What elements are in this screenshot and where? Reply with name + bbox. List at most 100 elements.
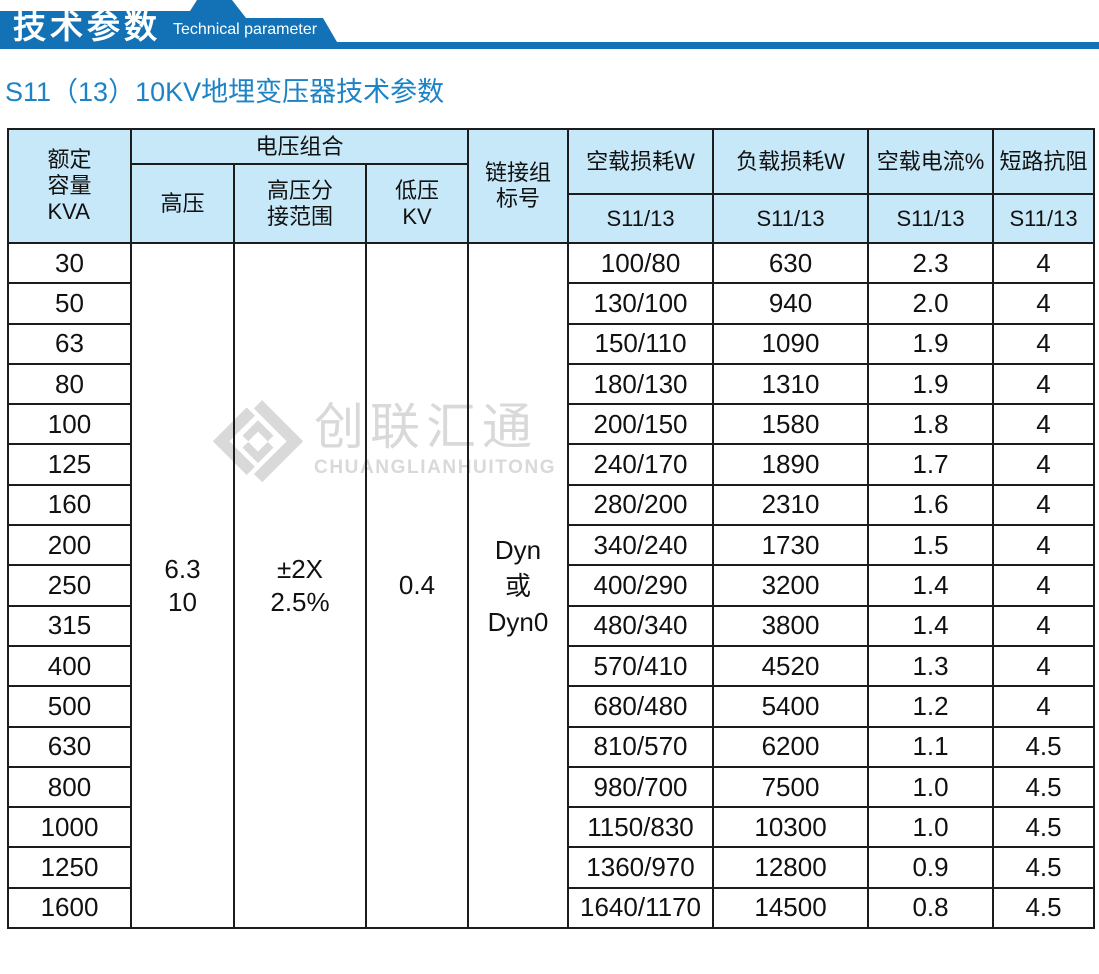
cell-no-load-loss: 400/290 <box>567 564 715 607</box>
cell-capacity: 1600 <box>7 886 132 930</box>
cell-short-impedance: 4 <box>992 403 1096 446</box>
cell-short-impedance: 4 <box>992 362 1096 406</box>
cell-capacity: 800 <box>7 765 132 809</box>
cell-no-load-current: 2.3 <box>867 241 995 285</box>
cell-no-load-current: 1.9 <box>867 362 995 406</box>
table-row: 1250 1360/970 12800 0.9 4.5 <box>7 846 1096 889</box>
cell-load-loss: 14500 <box>712 886 870 930</box>
cell-no-load-current: 1.7 <box>867 443 995 486</box>
table-row: 100 200/150 1580 1.8 4 <box>7 403 1096 446</box>
cell-no-load-loss: 180/130 <box>567 362 715 406</box>
cell-short-impedance: 4 <box>992 322 1096 365</box>
cell-no-load-current: 0.8 <box>867 886 995 930</box>
table-row: 630 810/570 6200 1.1 4.5 <box>7 725 1096 768</box>
cell-short-impedance: 4.5 <box>992 846 1096 889</box>
cell-load-loss: 630 <box>712 241 870 285</box>
cell-load-loss: 7500 <box>712 765 870 809</box>
cell-no-load-current: 1.3 <box>867 644 995 688</box>
cell-short-impedance: 4 <box>992 524 1096 567</box>
table-row: 250 400/290 3200 1.4 4 <box>7 564 1096 607</box>
cell-no-load-loss: 480/340 <box>567 604 715 647</box>
cell-no-load-loss: 280/200 <box>567 483 715 527</box>
cell-capacity: 30 <box>7 241 132 285</box>
cell-no-load-current: 1.0 <box>867 765 995 809</box>
cell-no-load-current: 1.5 <box>867 524 995 567</box>
cell-no-load-loss: 1150/830 <box>567 806 715 849</box>
cell-load-loss: 1310 <box>712 362 870 406</box>
cell-no-load-loss: 200/150 <box>567 403 715 446</box>
header-model-current: S11/13 <box>867 193 995 244</box>
cell-no-load-loss: 240/170 <box>567 443 715 486</box>
banner-subtitle: Technical parameter <box>173 21 318 38</box>
header-model-load: S11/13 <box>712 193 870 244</box>
table-row: 315 480/340 3800 1.4 4 <box>7 604 1096 647</box>
header-vector-group: 链接组 标号 <box>467 128 570 244</box>
header-short-impedance: 短路抗阻 <box>992 128 1096 195</box>
cell-capacity: 100 <box>7 403 132 446</box>
cell-capacity: 63 <box>7 322 132 365</box>
merged-vector-value: Dyn 或 Dyn0 <box>467 241 570 930</box>
table-header: 额定 容量 KVA 电压组合 链接组 标号 空载损耗W 负载损耗W 空载电流% … <box>7 128 1096 244</box>
cell-load-loss: 1890 <box>712 443 870 486</box>
cell-short-impedance: 4.5 <box>992 886 1096 930</box>
cell-load-loss: 3800 <box>712 604 870 647</box>
cell-load-loss: 940 <box>712 282 870 325</box>
cell-capacity: 125 <box>7 443 132 486</box>
table-row: 50 130/100 940 2.0 4 <box>7 282 1096 325</box>
header-voltage-combo: 电压组合 <box>129 128 470 165</box>
header-lv: 低压 KV <box>364 163 470 244</box>
header-model-no-load: S11/13 <box>567 193 715 244</box>
table-row: 400 570/410 4520 1.3 4 <box>7 644 1096 688</box>
header-banner <box>0 0 1099 49</box>
cell-short-impedance: 4 <box>992 604 1096 647</box>
cell-load-loss: 5400 <box>712 685 870 728</box>
header-capacity: 额定 容量 KVA <box>7 128 132 244</box>
cell-capacity: 50 <box>7 282 132 325</box>
cell-short-impedance: 4 <box>992 282 1096 325</box>
table-row: 1000 1150/830 10300 1.0 4.5 <box>7 806 1096 849</box>
cell-capacity: 315 <box>7 604 132 647</box>
cell-capacity: 80 <box>7 362 132 406</box>
page-title: S11（13）10KV地埋变压器技术参数 <box>5 77 445 107</box>
cell-capacity: 200 <box>7 524 132 567</box>
table-row: 500 680/480 5400 1.2 4 <box>7 685 1096 728</box>
cell-no-load-current: 1.0 <box>867 806 995 849</box>
cell-no-load-current: 0.9 <box>867 846 995 889</box>
cell-no-load-loss: 570/410 <box>567 644 715 688</box>
header-model-impedance: S11/13 <box>992 193 1096 244</box>
cell-no-load-loss: 810/570 <box>567 725 715 768</box>
cell-capacity: 250 <box>7 564 132 607</box>
cell-short-impedance: 4 <box>992 241 1096 285</box>
header-load-loss: 负载损耗W <box>712 128 870 195</box>
cell-no-load-current: 1.4 <box>867 564 995 607</box>
cell-no-load-loss: 150/110 <box>567 322 715 365</box>
cell-capacity: 500 <box>7 685 132 728</box>
cell-no-load-current: 1.8 <box>867 403 995 446</box>
cell-load-loss: 1580 <box>712 403 870 446</box>
cell-capacity: 630 <box>7 725 132 768</box>
merged-hv-value: 6.3 10 <box>130 241 235 930</box>
cell-load-loss: 1090 <box>712 322 870 365</box>
cell-no-load-current: 1.6 <box>867 483 995 527</box>
header-hv-tap: 高压分 接范围 <box>233 163 367 244</box>
cell-load-loss: 6200 <box>712 725 870 768</box>
cell-no-load-loss: 100/80 <box>567 241 715 285</box>
table-body: 30 6.3 10 ±2X 2.5% 0.4 Dyn 或 Dyn0 100/80 630 2.… <box>7 241 1096 930</box>
cell-load-loss: 2310 <box>712 483 870 527</box>
banner-title: 技术参数 <box>13 8 161 45</box>
cell-load-loss: 1730 <box>712 524 870 567</box>
cell-no-load-current: 1.1 <box>867 725 995 768</box>
table-row: 200 340/240 1730 1.5 4 <box>7 524 1096 567</box>
cell-short-impedance: 4 <box>992 443 1096 486</box>
cell-capacity: 400 <box>7 644 132 688</box>
cell-no-load-loss: 980/700 <box>567 765 715 809</box>
merged-hv-tap-value: ±2X 2.5% <box>233 241 367 930</box>
cell-capacity: 160 <box>7 483 132 527</box>
table-row: 1600 1640/1170 14500 0.8 4.5 <box>7 886 1096 930</box>
cell-short-impedance: 4 <box>992 685 1096 728</box>
cell-short-impedance: 4 <box>992 644 1096 688</box>
header-no-load-current: 空载电流% <box>867 128 995 195</box>
cell-no-load-loss: 340/240 <box>567 524 715 567</box>
cell-load-loss: 10300 <box>712 806 870 849</box>
cell-no-load-current: 1.9 <box>867 322 995 365</box>
